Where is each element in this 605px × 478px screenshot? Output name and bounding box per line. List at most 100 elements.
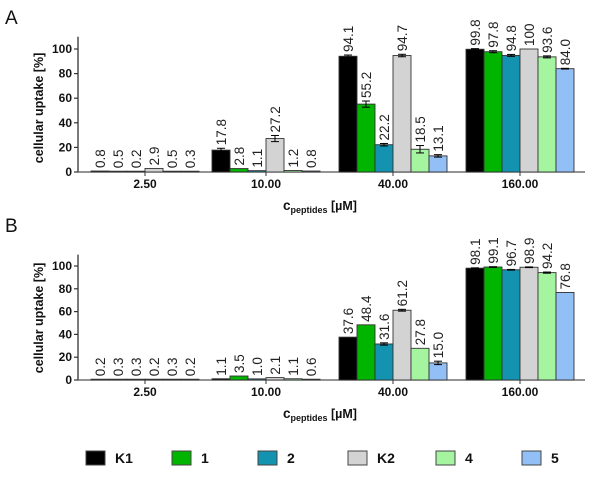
- legend-label: 1: [201, 450, 209, 466]
- legend-label: 4: [465, 450, 473, 466]
- data-label: 22.2: [377, 114, 392, 140]
- y-tick-label: 60: [59, 305, 73, 319]
- x-title-subscript: peptides: [291, 413, 328, 423]
- bar-2: [374, 144, 394, 173]
- data-label: 17.8: [214, 119, 229, 145]
- x-tick-label: 2.50: [133, 385, 157, 399]
- data-label: 0.3: [111, 357, 126, 376]
- legend-swatch-4: [435, 450, 456, 466]
- bar-1: [356, 103, 376, 173]
- y-tick-label: 100: [52, 42, 72, 56]
- data-label: 0.2: [147, 357, 162, 376]
- data-label: 0.3: [129, 357, 144, 376]
- legend-swatch-5: [521, 450, 542, 466]
- bar-1: [483, 51, 503, 173]
- bar-5: [180, 170, 200, 173]
- legend-label: 2: [287, 450, 295, 466]
- bar-k1: [90, 378, 110, 381]
- y-tick-label: 20: [59, 140, 73, 154]
- legend-label: K2: [377, 450, 395, 466]
- data-label: 1.2: [286, 149, 301, 168]
- bar-2: [374, 343, 394, 381]
- bar-2: [247, 170, 267, 173]
- data-label: 99.1: [486, 237, 501, 263]
- bar-5: [301, 378, 321, 381]
- data-label: 2.8: [232, 147, 247, 166]
- bar-k2: [392, 309, 412, 381]
- bar-1: [483, 266, 503, 381]
- y-tick-label: 0: [65, 373, 72, 387]
- bar-k2: [144, 378, 164, 381]
- data-label: 94.1: [341, 26, 356, 52]
- bar-4: [283, 170, 303, 173]
- data-label: 0.8: [93, 149, 108, 168]
- data-label: 2.1: [268, 356, 283, 375]
- bar-1: [229, 375, 249, 381]
- bar-4: [410, 347, 430, 381]
- data-label: 0.2: [129, 149, 144, 168]
- bar-2: [501, 54, 521, 173]
- data-label: 1.1: [286, 357, 301, 376]
- bar-5: [555, 291, 575, 381]
- bar-4: [283, 378, 303, 381]
- x-tick-label: 10.00: [251, 177, 281, 191]
- x-tick-label: 40.00: [378, 385, 408, 399]
- data-label: 55.2: [359, 72, 374, 98]
- bar-k2: [265, 377, 285, 381]
- bar-k1: [90, 170, 110, 173]
- x-tick-label: 40.00: [378, 177, 408, 191]
- x-title-main: c: [283, 406, 291, 421]
- bar-2: [126, 378, 146, 381]
- bar-k2: [519, 48, 539, 173]
- bar-k1: [211, 149, 231, 173]
- bar-k1: [465, 48, 485, 173]
- panel-b: B 0 20 40 60 80 100 cellular uptake [%] cpeptide…: [5, 216, 585, 423]
- bar-5: [428, 155, 448, 173]
- data-label: 0.2: [93, 357, 108, 376]
- bar-5: [428, 362, 448, 381]
- y-tick-label: 80: [59, 282, 73, 296]
- bar-k1: [465, 267, 485, 381]
- bar-k2: [392, 55, 412, 173]
- bar-k1: [211, 378, 231, 381]
- bar-2: [247, 378, 267, 381]
- bar-1: [108, 170, 128, 173]
- legend-swatch-k1: [85, 450, 106, 466]
- bar-4: [162, 170, 182, 173]
- y-tick-label: 20: [59, 350, 73, 364]
- data-label: 93.6: [540, 27, 555, 53]
- bar-2: [501, 269, 521, 381]
- data-label: 98.9: [522, 238, 537, 264]
- data-label: 15.0: [431, 332, 446, 358]
- data-label: 3.5: [232, 354, 247, 373]
- data-label: 1.1: [214, 357, 229, 376]
- x-tick-label: 2.50: [133, 177, 157, 191]
- bar-4: [537, 56, 557, 173]
- x-tick-label: 10.00: [251, 385, 281, 399]
- data-label: 0.5: [165, 149, 180, 168]
- data-label: 0.2: [183, 357, 198, 376]
- data-label: 98.1: [468, 239, 483, 265]
- bar-2: [126, 170, 146, 173]
- data-label: 94.8: [504, 25, 519, 51]
- panel-a: A 0 20 40 60 80 100 cellular uptake [%] cpeptide…: [5, 8, 585, 215]
- x-tick-label: 160.00: [502, 385, 539, 399]
- data-label: 0.3: [165, 357, 180, 376]
- y-tick-label: 80: [59, 67, 73, 81]
- bar-k1: [338, 55, 358, 173]
- data-label: 100: [522, 23, 537, 46]
- data-label: 27.2: [268, 106, 283, 132]
- x-axis-title: cpeptides [µM]: [283, 406, 357, 423]
- legend-swatch-1: [171, 450, 192, 466]
- data-label: 37.6: [341, 308, 356, 334]
- data-label: 2.9: [147, 147, 162, 166]
- data-label: 61.2: [395, 280, 410, 306]
- legend: K1 1 2 K2 4 5: [85, 450, 559, 466]
- data-label: 27.8: [413, 319, 428, 345]
- data-label: 94.7: [395, 25, 410, 51]
- x-axis-title: cpeptides [µM]: [283, 198, 357, 215]
- data-label: 96.7: [504, 240, 519, 266]
- data-label: 0.8: [304, 149, 319, 168]
- bar-4: [162, 378, 182, 381]
- data-label: 97.8: [486, 21, 501, 47]
